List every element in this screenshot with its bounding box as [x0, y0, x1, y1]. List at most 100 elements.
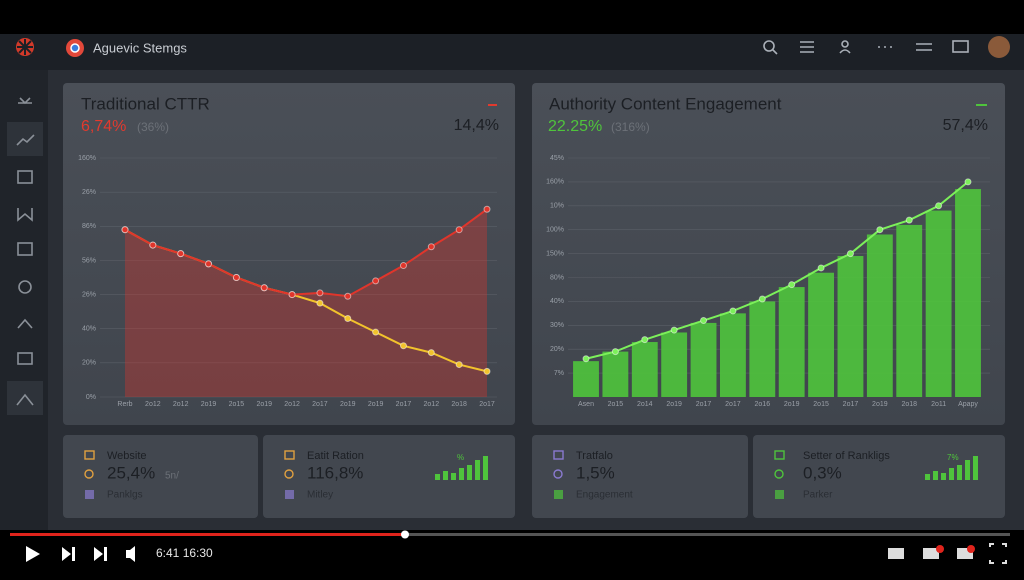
badge-bar [443, 471, 448, 480]
progress-handle[interactable] [401, 530, 409, 539]
point [260, 284, 268, 292]
avatar[interactable] [988, 36, 1010, 58]
y-tick-label: 0% [86, 394, 96, 401]
browser-icon [66, 39, 84, 57]
indicator [976, 104, 987, 106]
x-tick-label: 2o17 [479, 401, 495, 408]
badge-label: 7% [947, 453, 959, 462]
y-tick-label: 80% [550, 274, 564, 281]
point [427, 243, 435, 251]
card-title: Website [107, 450, 147, 462]
card [532, 435, 748, 518]
time: 6:41 16:30 [156, 546, 213, 560]
progress-track [10, 533, 1010, 536]
y-tick-label: 160% [546, 179, 564, 186]
card-icon [84, 450, 95, 460]
card-icon [84, 469, 94, 479]
point [344, 292, 352, 300]
top-bar [0, 34, 1024, 70]
bar [896, 224, 923, 397]
point [372, 328, 380, 336]
chart-title: Traditional CTTR [81, 94, 210, 113]
x-tick-label: 2o19 [784, 401, 800, 408]
x-tick-label: Asen [578, 401, 594, 408]
x-tick-label: 2o17 [725, 401, 741, 408]
y-tick-label: 86% [82, 223, 96, 230]
x-tick-label: Rerb [117, 401, 132, 408]
card-value: 0,3% [803, 463, 842, 482]
bar [749, 301, 776, 397]
kpi-side: 14,4% [454, 117, 499, 134]
card-sub: Engagement [576, 490, 633, 501]
badge-bar [435, 474, 440, 480]
point [758, 295, 766, 303]
chart-panel [63, 83, 515, 425]
card-value: 116,8% [307, 463, 363, 482]
progress-fill [10, 533, 405, 536]
point [205, 260, 213, 268]
point [344, 314, 352, 322]
point [700, 317, 708, 325]
x-tick-label: 2o16 [755, 401, 771, 408]
point [846, 250, 854, 258]
card-icon [284, 469, 294, 479]
bar [808, 272, 835, 397]
y-tick-label: 150% [546, 250, 564, 257]
line [585, 181, 969, 360]
point [316, 289, 324, 297]
bar [719, 313, 746, 397]
kpi-note: (36%) [137, 120, 169, 134]
point [149, 241, 157, 249]
toolbar-icons[interactable] [763, 40, 969, 55]
x-tick-label: 2o17 [843, 401, 859, 408]
card-icon [774, 450, 785, 460]
y-tick-label: 40% [550, 298, 564, 305]
point [455, 226, 463, 234]
bar [661, 332, 688, 397]
point [964, 178, 972, 186]
card-title: Tratfalo [576, 450, 613, 462]
x-tick-label: 2o15 [229, 401, 245, 408]
y-tick-label: 26% [82, 189, 96, 196]
y-tick-label: 30% [550, 322, 564, 329]
x-tick-label: 2o12 [173, 401, 189, 408]
card-icon [775, 490, 784, 499]
player-controls[interactable]: 6:41 16:30 [10, 530, 1010, 564]
card-sub: Panklgs [107, 490, 143, 501]
line [124, 208, 488, 298]
point [483, 367, 491, 375]
card [753, 435, 1005, 518]
x-tick-label: 2o15 [813, 401, 829, 408]
badge-bar [483, 456, 488, 480]
point [905, 216, 913, 224]
point [177, 250, 185, 258]
point [316, 299, 324, 307]
x-tick-label: 2o17 [396, 401, 412, 408]
sidebar-icons[interactable] [7, 97, 43, 415]
x-tick-label: 2o19 [368, 401, 384, 408]
bar [925, 210, 952, 397]
card-value: 25,4% [107, 463, 155, 482]
point [372, 277, 380, 285]
x-tick-label: 2o19 [666, 401, 682, 408]
x-tick-label: 2o18 [901, 401, 917, 408]
bar [778, 287, 805, 397]
x-tick-label: 2o11 [931, 401, 946, 408]
badge-bar [475, 460, 480, 480]
point [427, 349, 435, 357]
point [788, 281, 796, 289]
bar [955, 189, 981, 397]
badge-bar [973, 456, 978, 480]
x-tick-label: 2o17 [312, 401, 328, 408]
x-tick-label: 2o12 [145, 401, 161, 408]
bar [573, 361, 599, 397]
y-tick-label: 7% [554, 370, 564, 377]
bar [866, 234, 893, 397]
card-icon [774, 469, 784, 479]
point [876, 226, 884, 234]
x-tick-label: Apapy [958, 401, 978, 408]
badge-bar [949, 468, 954, 480]
badge-bar [957, 465, 962, 480]
card-title: Setter of Rankligs [803, 450, 890, 462]
